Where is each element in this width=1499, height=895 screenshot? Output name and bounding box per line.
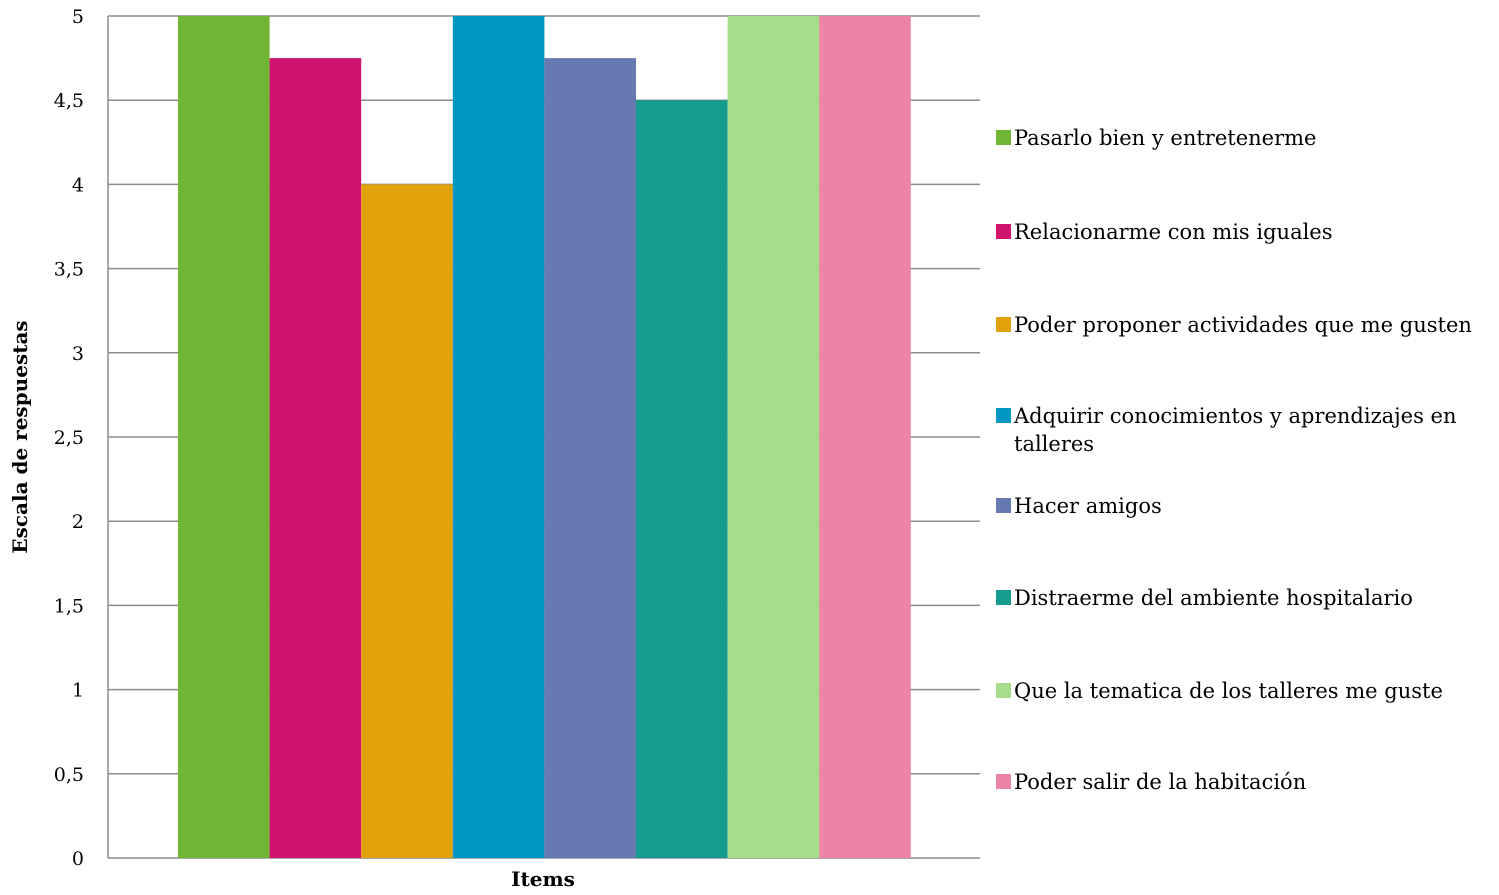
legend-swatch — [996, 224, 1011, 239]
legend-item: Distraerme del ambiente hospitalario — [996, 584, 1494, 612]
legend-swatch — [996, 130, 1011, 145]
y-tick-label: 2,5 — [54, 427, 84, 449]
bar-3 — [361, 184, 453, 858]
y-tick-label: 5 — [72, 6, 84, 28]
y-tick-label: 0,5 — [54, 764, 84, 786]
legend-swatch — [996, 774, 1011, 789]
legend: Pasarlo bien y entretenerme Relacionarme … — [996, 0, 1499, 895]
legend-swatch — [996, 498, 1011, 513]
legend-swatch — [996, 683, 1011, 698]
y-tick-label: 3 — [72, 343, 84, 365]
y-tick-label: 2 — [72, 511, 84, 533]
y-tick-label: 0 — [72, 848, 84, 870]
x-axis-title: Items — [511, 867, 575, 891]
legend-item: Poder salir de la habitación — [996, 768, 1494, 796]
legend-label: Poder proponer actividades que me gusten — [1014, 311, 1494, 339]
y-tick-label: 4 — [72, 174, 84, 196]
legend-label: Poder salir de la habitación — [1014, 768, 1494, 796]
legend-swatch — [996, 590, 1011, 605]
bar-4 — [453, 16, 545, 858]
legend-label: Que la tematica de los talleres me guste — [1014, 677, 1494, 705]
legend-swatch — [996, 317, 1011, 332]
bar-7 — [728, 16, 820, 858]
bars — [178, 16, 911, 858]
bar-6 — [636, 100, 728, 858]
bar-5 — [544, 58, 636, 858]
bar-1 — [178, 16, 270, 858]
legend-label: Hacer amigos — [1014, 492, 1494, 520]
legend-item: Pasarlo bien y entretenerme — [996, 124, 1494, 152]
y-tick-label: 4,5 — [54, 90, 84, 112]
y-tick-label: 1,5 — [54, 595, 84, 617]
legend-item: Hacer amigos — [996, 492, 1494, 520]
legend-label: Distraerme del ambiente hospitalario — [1014, 584, 1494, 612]
y-axis-title: Escala de respuestas — [8, 320, 32, 553]
y-tick-label: 1 — [72, 680, 84, 702]
y-tick-label: 3,5 — [54, 259, 84, 281]
legend-label: Pasarlo bien y entretenerme — [1014, 124, 1494, 152]
legend-item: Que la tematica de los talleres me guste — [996, 677, 1494, 705]
legend-item: Relacionarme con mis iguales — [996, 218, 1494, 246]
legend-label: Relacionarme con mis iguales — [1014, 218, 1494, 246]
bar-2 — [270, 58, 362, 858]
legend-item: Adquirir conocimientos y aprendizajes en… — [996, 402, 1494, 458]
y-axis-tick-labels: 0 0,5 1 1,5 2 2,5 3 3,5 4 4,5 5 — [54, 6, 84, 870]
legend-swatch — [996, 408, 1011, 423]
legend-item: Poder proponer actividades que me gusten — [996, 311, 1494, 339]
legend-label: Adquirir conocimientos y aprendizajes en… — [1014, 402, 1494, 458]
bar-8 — [819, 16, 911, 858]
